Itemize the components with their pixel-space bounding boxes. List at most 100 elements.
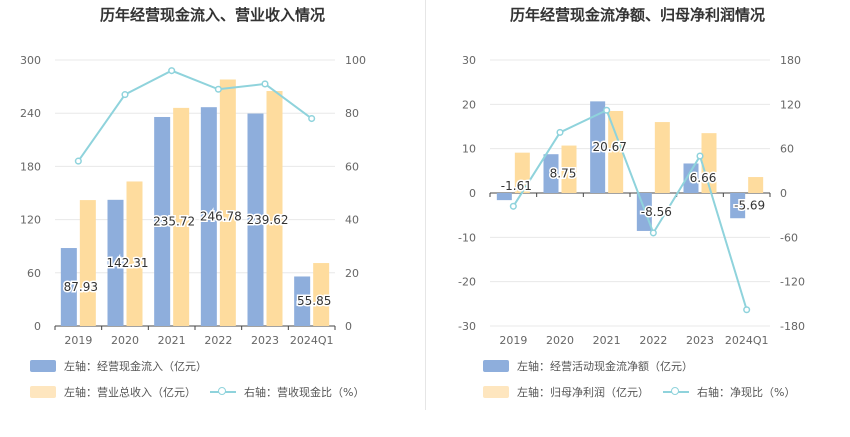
y-right-tick-label: 40	[345, 214, 359, 227]
chart-canvas: 0 60 120 180 240 300 0 20 40 60 80 100 2019 2020 2021 2…	[20, 54, 366, 347]
y-right-tick-label: 0	[345, 320, 352, 333]
data-label: -5.69	[734, 199, 765, 213]
legend-label: 左轴：经营现金流入（亿元）	[64, 360, 207, 373]
ratio-point	[74, 157, 82, 165]
bar	[79, 200, 96, 326]
data-label: 55.85	[297, 294, 331, 308]
y-left-tick-label: 60	[27, 267, 41, 280]
ratio-point	[168, 67, 176, 75]
bar	[590, 101, 606, 193]
bar	[654, 122, 670, 193]
bar	[313, 263, 330, 326]
data-label: 20.67	[592, 140, 626, 154]
bar	[200, 107, 217, 326]
y-left-tick-label: -10	[458, 231, 476, 244]
y-right-tick-label: -60	[780, 231, 798, 244]
legend-line-swatch	[663, 386, 689, 398]
chart-title: 历年经营现金流入、营业收入情况	[99, 6, 325, 24]
ratio-point	[743, 306, 751, 314]
legend-label: 右轴：营收现金比（%）	[244, 386, 365, 399]
x-tick-label: 2022	[639, 334, 667, 347]
y-left-tick-label: 20	[462, 98, 476, 111]
x-tick-label: 2021	[158, 334, 186, 347]
data-label: 246.78	[200, 210, 242, 224]
bar	[126, 181, 143, 326]
x-tick-label: 2024Q1	[725, 334, 769, 347]
y-right-tick-label: 80	[345, 107, 359, 120]
y-right-tick-label: -120	[780, 276, 805, 289]
legend-item-cash-inflow[interactable]: 左轴：经营现金流入（亿元）	[30, 358, 207, 374]
ratio-point	[556, 128, 564, 136]
x-tick-label: 2024Q1	[290, 334, 334, 347]
x-tick-label: 2022	[204, 334, 232, 347]
y-right-tick-label: 120	[780, 98, 801, 111]
y-left-tick-label: 0	[469, 187, 476, 200]
bar	[219, 79, 236, 326]
y-left-tick-label: 0	[34, 320, 41, 333]
y-left-tick-label: -30	[458, 320, 476, 333]
legend-label: 左轴：归母净利润（亿元）	[517, 386, 649, 399]
data-label: 6.66	[690, 171, 717, 185]
legend-item-revenue[interactable]: 左轴：营业总收入（亿元）	[30, 384, 196, 400]
ratio-point	[214, 85, 222, 93]
ratio-point	[261, 80, 269, 88]
data-label: 87.93	[64, 280, 98, 294]
legend-item-net-cash-ratio[interactable]: 右轴：净现比（%）	[663, 384, 795, 400]
ratio-line	[77, 69, 313, 162]
legend-line-swatch	[210, 386, 236, 398]
y-left-tick-label: 10	[462, 143, 476, 156]
x-tick-label: 2023	[686, 334, 714, 347]
y-left-tick-label: 120	[20, 214, 41, 227]
data-label: 8.75	[550, 167, 577, 181]
legend-row-2: 左轴：营业总收入（亿元） 右轴：营收现金比（%）	[30, 384, 378, 400]
x-tick-label: 2019	[499, 334, 527, 347]
ratio-point	[649, 229, 657, 237]
legend-item-net-profit[interactable]: 左轴：归母净利润（亿元）	[483, 384, 649, 400]
x-tick-label: 2021	[593, 334, 621, 347]
ratio-point	[509, 202, 517, 210]
x-tick-label: 2023	[251, 334, 279, 347]
y-left-tick-label: 240	[20, 107, 41, 120]
y-left-tick-label: -20	[458, 276, 476, 289]
y-left-tick-label: 300	[20, 54, 41, 67]
y-right-tick-label: -180	[780, 320, 805, 333]
data-label: -1.61	[501, 179, 532, 193]
bar	[294, 276, 311, 326]
bar	[683, 163, 699, 193]
bar	[730, 193, 746, 219]
y-right-tick-label: 100	[345, 54, 366, 67]
legend-swatch	[30, 386, 56, 398]
ratio-point	[121, 91, 129, 99]
x-tick-label: 2020	[111, 334, 139, 347]
data-label: 235.72	[153, 214, 195, 228]
bar	[608, 110, 624, 193]
legend-swatch	[30, 360, 56, 372]
data-label: 239.62	[247, 213, 289, 227]
legend-item-net-cashflow[interactable]: 左轴：经营活动现金流净额（亿元）	[483, 358, 693, 374]
bar	[107, 199, 124, 326]
legend-swatch	[483, 386, 509, 398]
y-right-tick-label: 60	[780, 143, 794, 156]
legend-row-2: 左轴：归母净利润（亿元） 右轴：净现比（%）	[483, 384, 809, 400]
legend-label: 左轴：经营活动现金流净额（亿元）	[517, 360, 693, 373]
y-left-tick-label: 30	[462, 54, 476, 67]
y-right-tick-label: 20	[345, 267, 359, 280]
bar	[561, 145, 577, 193]
net-cashflow-profit-chart: 历年经营现金流净额、归母净利润情况 -30 -20 -10 0 10 20 30 -180 -1…	[425, 0, 850, 437]
data-label: -8.56	[641, 205, 672, 219]
ratio-line	[512, 108, 748, 311]
legend-item-cash-ratio[interactable]: 右轴：营收现金比（%）	[210, 384, 364, 400]
bar	[701, 133, 717, 193]
x-tick-label: 2020	[546, 334, 574, 347]
bar	[60, 248, 77, 326]
bar	[247, 113, 264, 327]
y-left-tick-label: 180	[20, 160, 41, 173]
bar	[496, 193, 512, 201]
cashflow-inflow-revenue-chart: 历年经营现金流入、营业收入情况 0 60 120 180 240 300 0 20 40 60 80…	[20, 6, 378, 400]
bar	[514, 152, 530, 193]
bar	[266, 91, 283, 327]
legend-row-1: 左轴：经营现金流入（亿元）	[30, 358, 221, 374]
bar	[748, 177, 764, 193]
ratio-point	[696, 152, 704, 160]
x-tick-label: 2019	[64, 334, 92, 347]
